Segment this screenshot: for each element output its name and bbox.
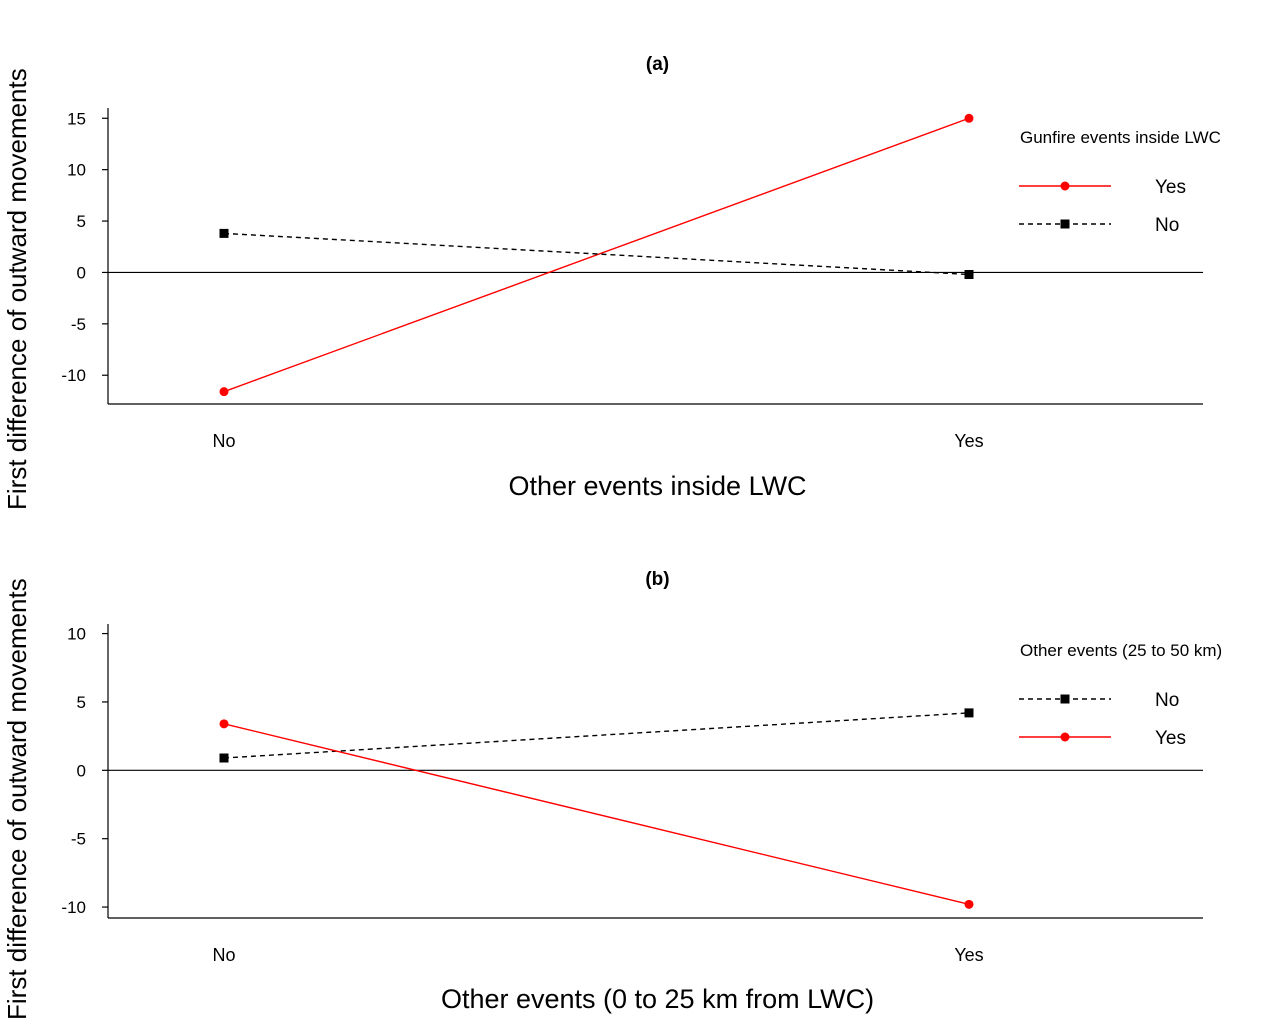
p1-y-tick-label: 0: [77, 761, 86, 780]
p0-series-yes-point: [219, 387, 229, 397]
p0-series-yes-point: [964, 113, 974, 123]
panel-a: (a) 15 10 5 0 -5 -10 No Yes Other events inside L…: [61, 54, 1221, 501]
p0-y-tick-label: 10: [67, 161, 86, 180]
p1-legend-yes-label: Yes: [1155, 728, 1186, 749]
p0-chart-title: (a): [646, 54, 669, 75]
p1-legend-yes-marker: [1060, 732, 1070, 742]
p0-y-tick-label: 15: [67, 109, 86, 128]
p1-series-no-point: [964, 708, 974, 718]
p0-legend-no-label: No: [1155, 215, 1179, 236]
p1-series-yes-point: [219, 719, 229, 729]
p1-series-yes-point: [964, 899, 974, 909]
p0-legend-yes-label: Yes: [1155, 177, 1186, 198]
p1-x-tick-label: Yes: [954, 945, 983, 965]
p1-y-tick-label: 5: [77, 693, 86, 712]
y-axis-label-a: First difference of outward movements: [2, 68, 32, 510]
p0-y-tick-label: -10: [61, 366, 86, 385]
panel-b: (b) 10 5 0 -5 -10 No Yes Other events (0 to 25 k…: [61, 569, 1222, 1014]
p1-chart-title: (b): [645, 569, 669, 590]
p1-series-no-line: [223, 712, 970, 759]
p0-legend-no-marker: [1060, 219, 1070, 229]
p0-series-no-point: [219, 228, 229, 238]
p0-y-tick-label: 0: [77, 263, 86, 282]
p0-y-tick-label: 5: [77, 212, 86, 231]
p1-y-tick-label: -10: [61, 898, 86, 917]
p1-x-tick-label: No: [212, 945, 235, 965]
p0-x-tick-label: Yes: [954, 431, 983, 451]
p0-x-axis-label: Other events inside LWC: [508, 471, 806, 501]
p0-series-yes-line: [223, 117, 970, 393]
p0-x-tick-label: No: [212, 431, 235, 451]
p1-y-tick-label: 10: [67, 625, 86, 644]
p0-y-tick-label: -5: [71, 315, 86, 334]
p0-legend-title: Gunfire events inside LWC: [1020, 128, 1221, 147]
p0-series-no-line: [223, 232, 970, 276]
p1-legend-no-label: No: [1155, 690, 1179, 711]
p1-legend-title: Other events (25 to 50 km): [1020, 641, 1222, 660]
p0-series-no-point: [964, 270, 974, 279]
y-axis-label-b: First difference of outward movements: [2, 578, 32, 1020]
p1-y-tick-label: -5: [71, 830, 86, 849]
p1-legend-no-marker: [1060, 694, 1070, 704]
p1-series-yes-line: [223, 723, 970, 906]
p0-legend-yes-marker: [1060, 181, 1070, 191]
p1-x-axis-label: Other events (0 to 25 km from LWC): [441, 984, 874, 1014]
p1-series-no-point: [219, 753, 229, 763]
